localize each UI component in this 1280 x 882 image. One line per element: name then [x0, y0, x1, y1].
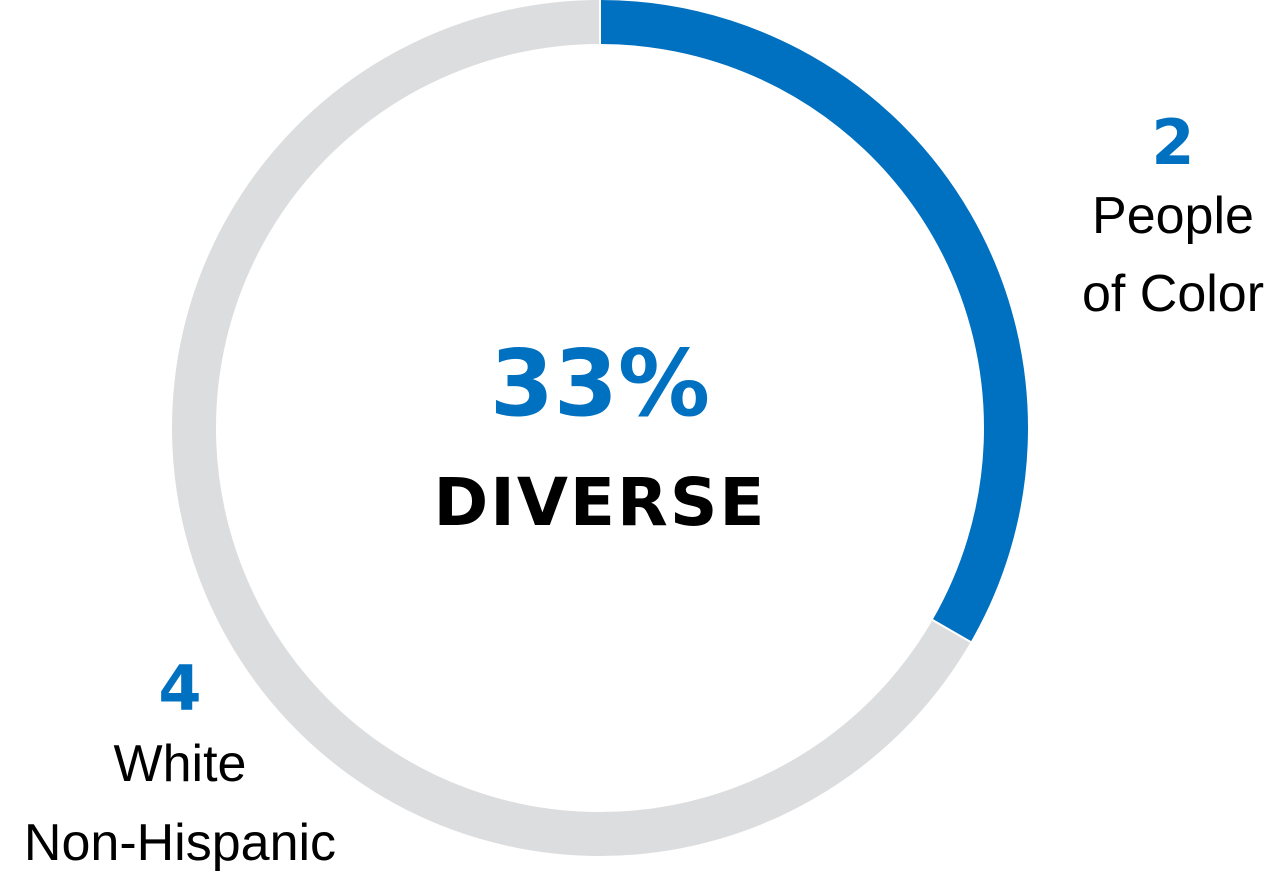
slice-divider-end: [931, 618, 973, 644]
donut-slices: [172, 0, 1028, 856]
center-diverse-label: DIVERSE: [434, 464, 767, 541]
white-non-hispanic-label-line-2: Non-Hispanic: [24, 814, 336, 872]
people-of-color-label-line-1: People: [1092, 187, 1254, 245]
people-of-color-label-line-2: of Color: [1082, 265, 1264, 323]
white-non-hispanic-count: 4: [158, 652, 201, 725]
people-of-color-count: 2: [1151, 106, 1194, 179]
slice-people-of-color: [599, 0, 1028, 642]
white-non-hispanic-label-line-1: White: [114, 735, 247, 793]
center-percent-value: 33%: [490, 330, 710, 437]
slice-white-non-hispanic: [172, 0, 971, 856]
